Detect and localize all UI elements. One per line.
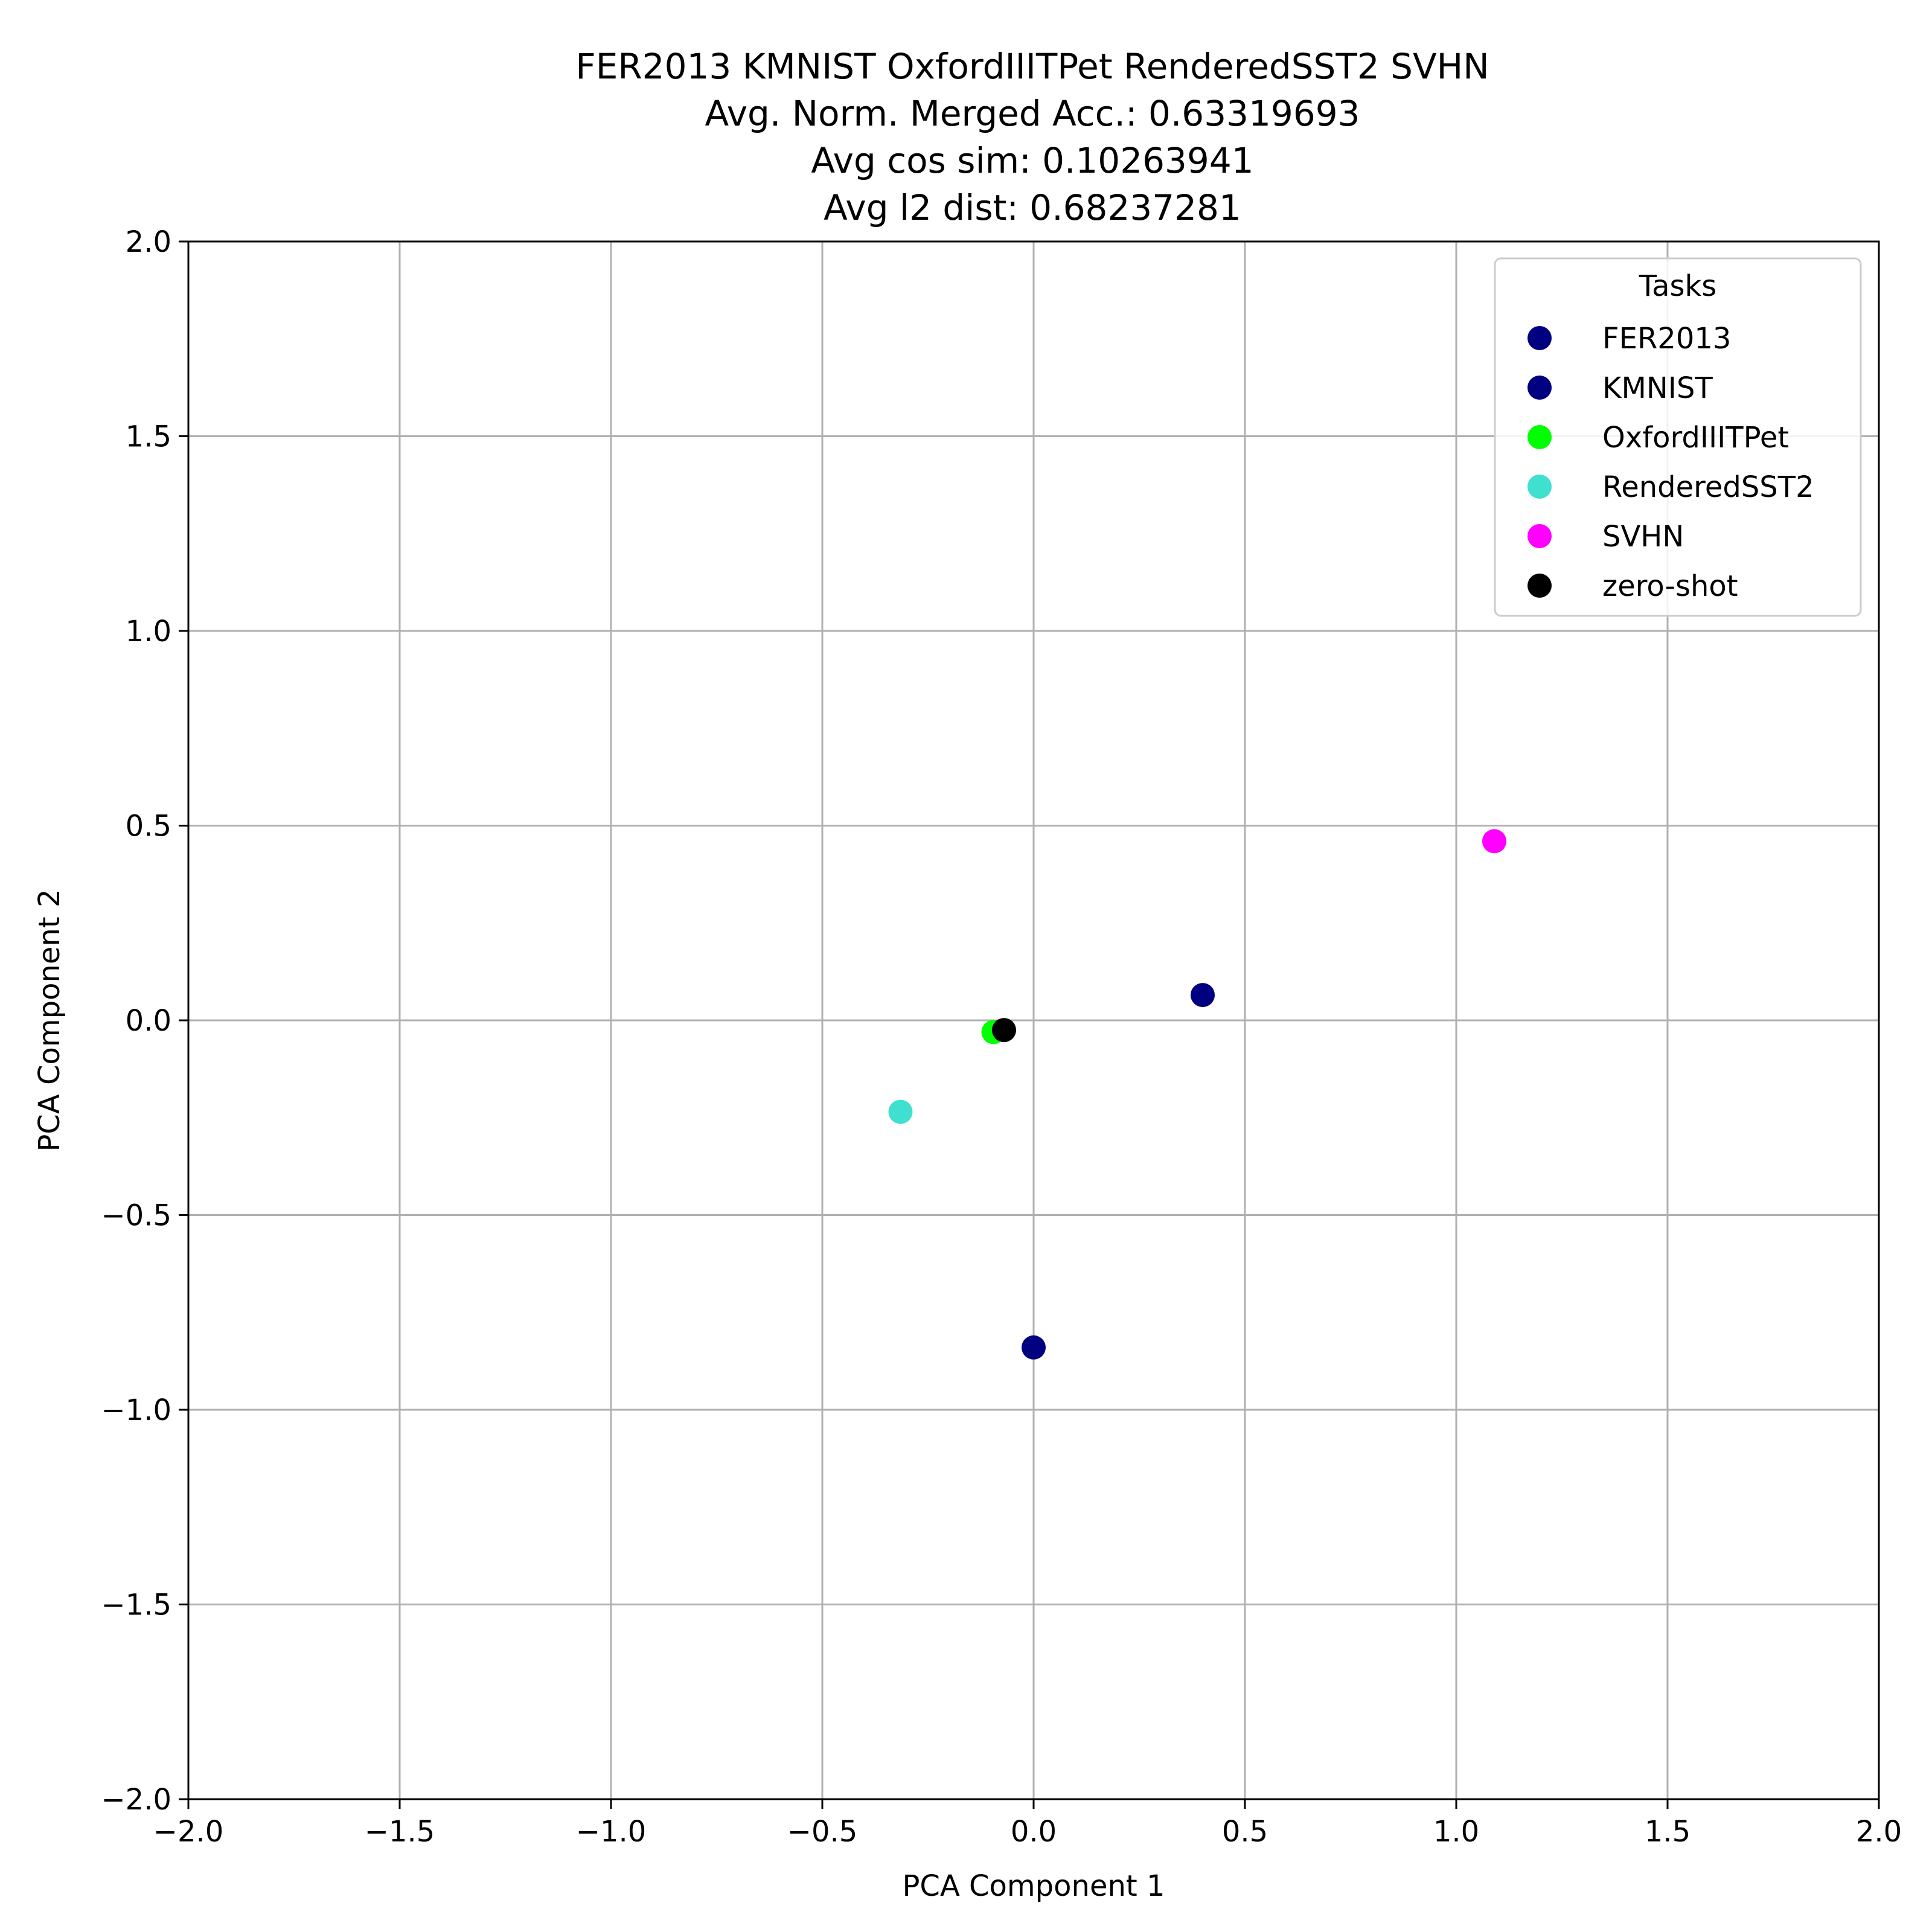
title-line-4: Avg l2 dist: 0.68237281	[824, 187, 1241, 228]
legend-label-fer2013: FER2013	[1602, 322, 1731, 356]
point-renderedsst2	[888, 1099, 913, 1124]
title-line-2: Avg. Norm. Merged Acc.: 0.63319693	[705, 93, 1360, 134]
legend-label-oxfordiiitpet: OxfordIIITPet	[1602, 421, 1789, 455]
legend-item-zero-shot: zero-shot	[1527, 569, 1738, 603]
y-tick-label: −0.5	[101, 1199, 171, 1233]
legend-marker-oxfordiiitpet	[1527, 425, 1552, 449]
x-tick-label: 2.0	[1856, 1815, 1902, 1849]
y-axis: −2.0 −1.5 −1.0 −0.5 0.0 0.5 1.0 1.5 2.0	[101, 225, 188, 1817]
point-kmnist	[1022, 1335, 1046, 1360]
y-tick-label: 0.5	[126, 810, 171, 843]
legend-label-kmnist: KMNIST	[1602, 371, 1713, 405]
legend: Tasks FER2013 KMNIST OxfordIIITPet Rendered…	[1494, 257, 1862, 617]
y-tick-label: 2.0	[126, 225, 171, 259]
data-points	[888, 829, 1506, 1360]
y-tick-label: −2.0	[101, 1783, 171, 1817]
title-line-1: FER2013 KMNIST OxfordIIITPet RenderedSST…	[575, 46, 1489, 87]
y-tick-label: 0.0	[126, 1004, 171, 1038]
x-axis: −2.0 −1.5 −1.0 −0.5 0.0 0.5 1.0 1.5 2.0	[153, 1799, 1902, 1849]
x-tick-label: 1.0	[1433, 1815, 1479, 1849]
y-tick-label: −1.5	[101, 1588, 171, 1622]
x-tick-label: −2.0	[153, 1815, 224, 1849]
y-tick-label: −1.0	[101, 1393, 171, 1427]
legend-box	[1494, 257, 1862, 617]
title-line-3: Avg cos sim: 0.10263941	[811, 140, 1253, 181]
x-tick-label: 0.5	[1222, 1815, 1268, 1849]
x-tick-label: −1.0	[576, 1815, 647, 1849]
legend-label-zero-shot: zero-shot	[1602, 569, 1738, 603]
y-tick-label: 1.5	[126, 420, 171, 454]
point-zero-shot	[992, 1018, 1016, 1043]
y-axis-label: PCA Component 2	[33, 889, 66, 1151]
legend-marker-renderedsst2	[1527, 475, 1552, 499]
legend-items: FER2013 KMNIST OxfordIIITPet RenderedSST2 SV…	[1527, 322, 1814, 603]
legend-item-oxfordiiitpet: OxfordIIITPet	[1527, 421, 1789, 455]
y-tick-label: 1.0	[126, 615, 171, 648]
plot-area	[187, 240, 1880, 1800]
legend-marker-fer2013	[1527, 326, 1552, 350]
legend-item-kmnist: KMNIST	[1527, 371, 1713, 405]
x-tick-label: 0.0	[1011, 1815, 1057, 1849]
point-svhn	[1482, 829, 1506, 854]
x-tick-label: −0.5	[787, 1815, 858, 1849]
chart-title: FER2013 KMNIST OxfordIIITPet RenderedSST…	[575, 46, 1489, 228]
x-axis-label: PCA Component 1	[902, 1869, 1165, 1903]
legend-item-renderedsst2: RenderedSST2	[1527, 470, 1814, 504]
legend-marker-svhn	[1527, 524, 1552, 548]
x-tick-label: 1.5	[1645, 1815, 1690, 1849]
legend-marker-kmnist	[1527, 376, 1552, 400]
legend-marker-zero-shot	[1527, 574, 1552, 598]
x-tick-label: −1.5	[365, 1815, 435, 1849]
legend-label-renderedsst2: RenderedSST2	[1602, 470, 1814, 504]
point-fer2013	[1191, 983, 1215, 1008]
legend-item-fer2013: FER2013	[1527, 322, 1731, 356]
legend-label-svhn: SVHN	[1602, 520, 1684, 554]
legend-item-svhn: SVHN	[1527, 520, 1684, 554]
legend-title: Tasks	[1639, 269, 1717, 303]
